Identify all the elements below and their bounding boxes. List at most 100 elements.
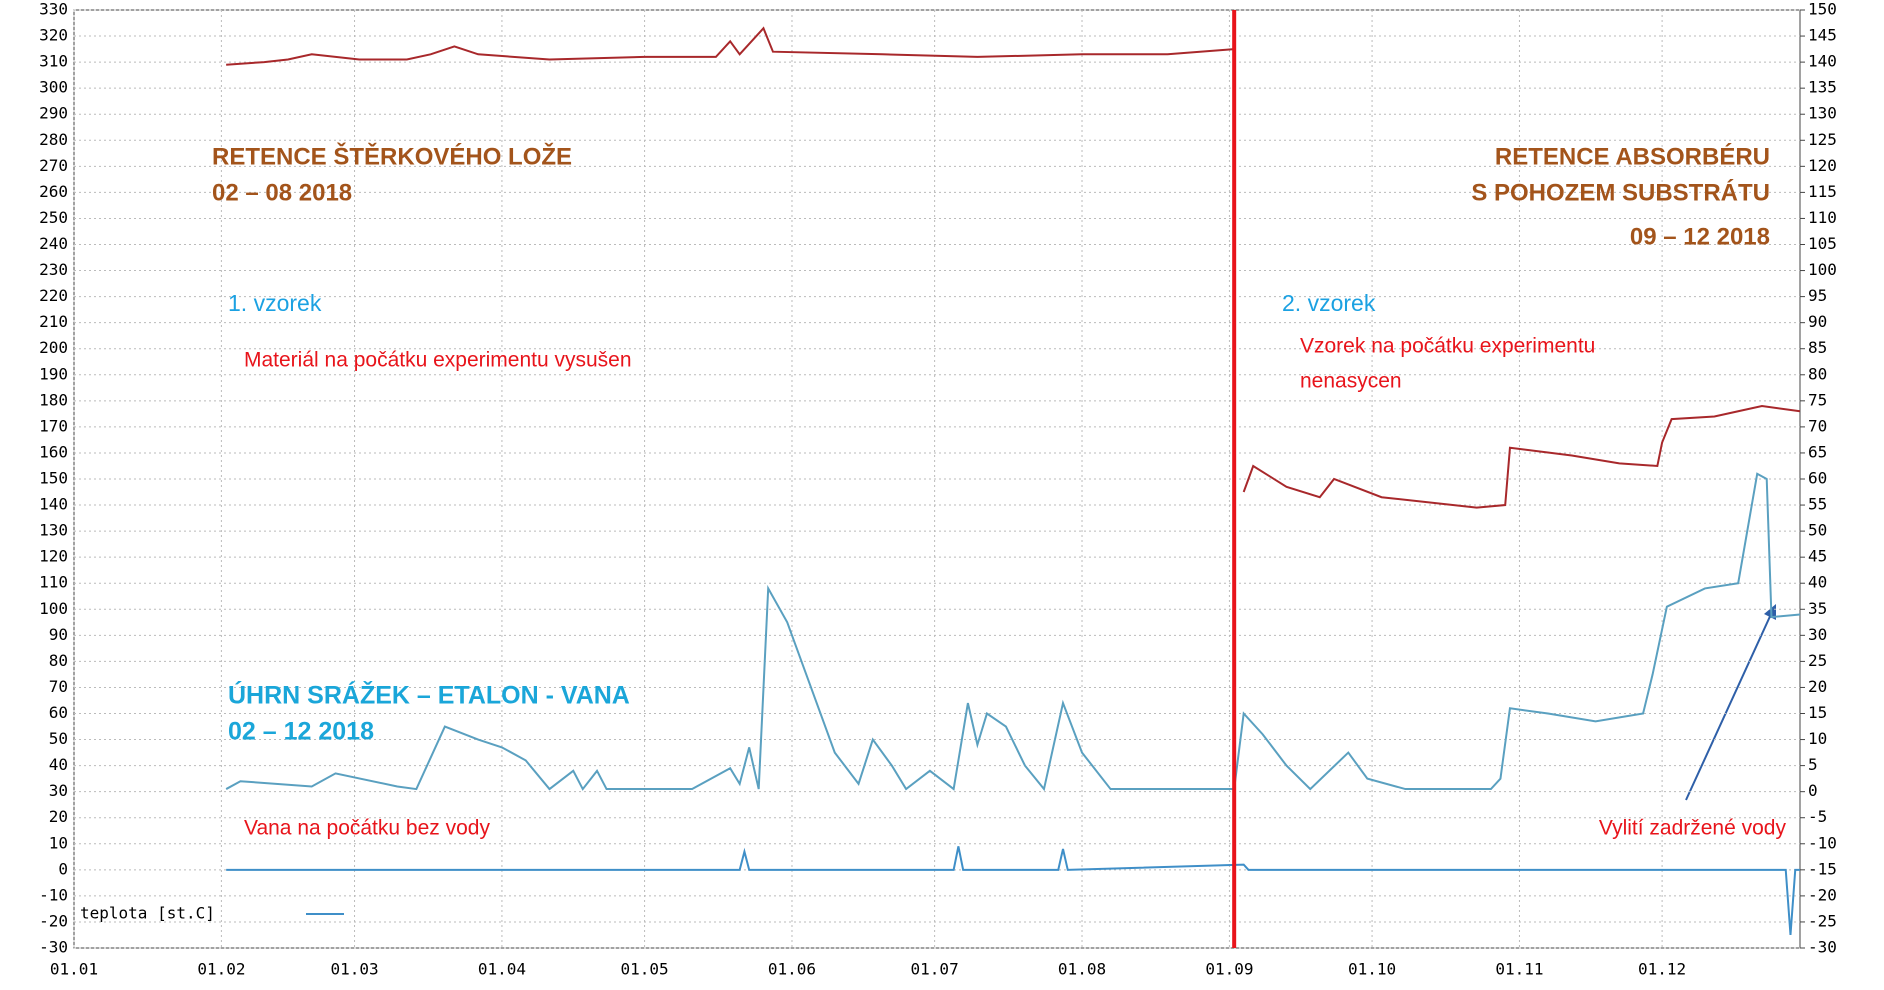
x-tick-label: 01.02 (197, 960, 245, 979)
y-tick-label: 220 (39, 286, 68, 305)
y2-tick-label: 65 (1808, 442, 1827, 461)
y2-tick-label: -20 (1808, 885, 1837, 904)
annotation: 2. vzorek (1282, 290, 1376, 316)
annotation: RETENCE ŠTĚRKOVÉHO LOŽE (212, 142, 572, 170)
legend-label: teplota [st.C] (80, 904, 215, 923)
y-tick-label: 330 (39, 0, 68, 19)
x-tick-label: 01.06 (768, 960, 816, 979)
y-tick-label: 80 (49, 651, 68, 670)
x-tick-label: 01.07 (911, 960, 959, 979)
y2-tick-label: 5 (1808, 755, 1818, 774)
y-tick-label: 40 (49, 755, 68, 774)
x-tick-label: 01.05 (620, 960, 668, 979)
line (1242, 405, 1801, 509)
y2-tick-label: 100 (1808, 260, 1837, 279)
x-tick-label: 01.09 (1205, 960, 1253, 979)
y2-tick-label: -15 (1808, 859, 1837, 878)
y2-tick-label: 130 (1808, 104, 1837, 123)
annotation: Vzorek na počátku experimentu (1300, 335, 1595, 358)
y2-tick-label: 75 (1808, 390, 1827, 409)
y-tick-label: 70 (49, 677, 68, 696)
y2-tick-label: 80 (1808, 364, 1827, 383)
y2-tick-label: -25 (1808, 911, 1837, 930)
y-tick-label: 230 (39, 260, 68, 279)
x-tick-label: 01.10 (1348, 960, 1396, 979)
y2-tick-label: 35 (1808, 599, 1827, 618)
annotation: Materiál na počátku experimentu vysušen (244, 349, 632, 372)
y-tick-label: -30 (39, 938, 68, 957)
y-tick-label: 110 (39, 573, 68, 592)
y2-tick-label: 110 (1808, 208, 1837, 227)
y-tick-label: 140 (39, 495, 68, 514)
y-tick-label: 30 (49, 781, 68, 800)
y-tick-label: 260 (39, 182, 68, 201)
y2-tick-label: 125 (1808, 130, 1837, 149)
y2-tick-label: -30 (1808, 938, 1837, 957)
y2-tick-label: 90 (1808, 312, 1827, 331)
y-tick-label: 90 (49, 625, 68, 644)
y2-tick-label: 40 (1808, 573, 1827, 592)
annotation: RETENCE ABSORBÉRU (1495, 142, 1770, 170)
y2-tick-label: 0 (1808, 781, 1818, 800)
y-tick-label: 0 (58, 859, 68, 878)
y2-tick-label: 70 (1808, 416, 1827, 435)
annotation: S POHOZEM SUBSTRÁTU (1471, 178, 1770, 206)
y-tick-label: -10 (39, 885, 68, 904)
y2-tick-label: 15 (1808, 703, 1827, 722)
y-tick-label: 270 (39, 156, 68, 175)
y2-tick-label: 145 (1808, 26, 1837, 45)
annotation: ÚHRN SRÁŽEK – ETALON - VANA (228, 680, 630, 710)
x-tick-label: 01.11 (1495, 960, 1543, 979)
arrow (1685, 611, 1773, 801)
annotation: Vylití zadržené vody (1599, 817, 1787, 840)
y-tick-label: 150 (39, 469, 68, 488)
line (225, 472, 1801, 792)
y2-tick-label: -5 (1808, 807, 1827, 826)
y-tick-label: 250 (39, 208, 68, 227)
y2-tick-label: 10 (1808, 729, 1827, 748)
y2-tick-label: 60 (1808, 469, 1827, 488)
y-tick-label: 300 (39, 78, 68, 97)
y-tick-label: 280 (39, 130, 68, 149)
y-tick-label: 60 (49, 703, 68, 722)
annotation: 09 – 12 2018 (1630, 223, 1770, 250)
y-tick-label: 210 (39, 312, 68, 331)
y2-tick-label: 150 (1808, 0, 1837, 19)
y-tick-label: 310 (39, 52, 68, 71)
y-tick-label: 240 (39, 234, 68, 253)
y-tick-label: 190 (39, 364, 68, 383)
x-tick-label: 01.08 (1058, 960, 1106, 979)
y-tick-label: 170 (39, 416, 68, 435)
x-tick-label: 01.03 (330, 960, 378, 979)
y-tick-label: 290 (39, 104, 68, 123)
y2-tick-label: 50 (1808, 521, 1827, 540)
y-tick-label: 200 (39, 338, 68, 357)
x-tick-label: 01.01 (50, 960, 98, 979)
y2-tick-label: 140 (1808, 52, 1837, 71)
y2-tick-label: 25 (1808, 651, 1827, 670)
annotation: 1. vzorek (228, 290, 322, 316)
y-tick-label: 130 (39, 521, 68, 540)
y-tick-label: 160 (39, 442, 68, 461)
y2-tick-label: 115 (1808, 182, 1837, 201)
annotation: Vana na počátku bez vody (244, 817, 490, 840)
y2-tick-label: 30 (1808, 625, 1827, 644)
y2-tick-label: 85 (1808, 338, 1827, 357)
y2-tick-label: -10 (1808, 833, 1837, 852)
y-tick-label: 320 (39, 26, 68, 45)
y-tick-label: 20 (49, 807, 68, 826)
y2-tick-label: 55 (1808, 495, 1827, 514)
y2-tick-label: 45 (1808, 547, 1827, 566)
annotation: 02 – 12 2018 (228, 718, 374, 746)
line (226, 26, 1235, 66)
x-tick-label: 01.04 (478, 960, 526, 979)
line (226, 846, 1800, 936)
y2-tick-label: 120 (1808, 156, 1837, 175)
y2-tick-label: 105 (1808, 234, 1837, 253)
y-tick-label: 120 (39, 547, 68, 566)
y-tick-label: 10 (49, 833, 68, 852)
y-tick-label: -20 (39, 911, 68, 930)
y-tick-label: 180 (39, 390, 68, 409)
y-tick-label: 100 (39, 599, 68, 618)
